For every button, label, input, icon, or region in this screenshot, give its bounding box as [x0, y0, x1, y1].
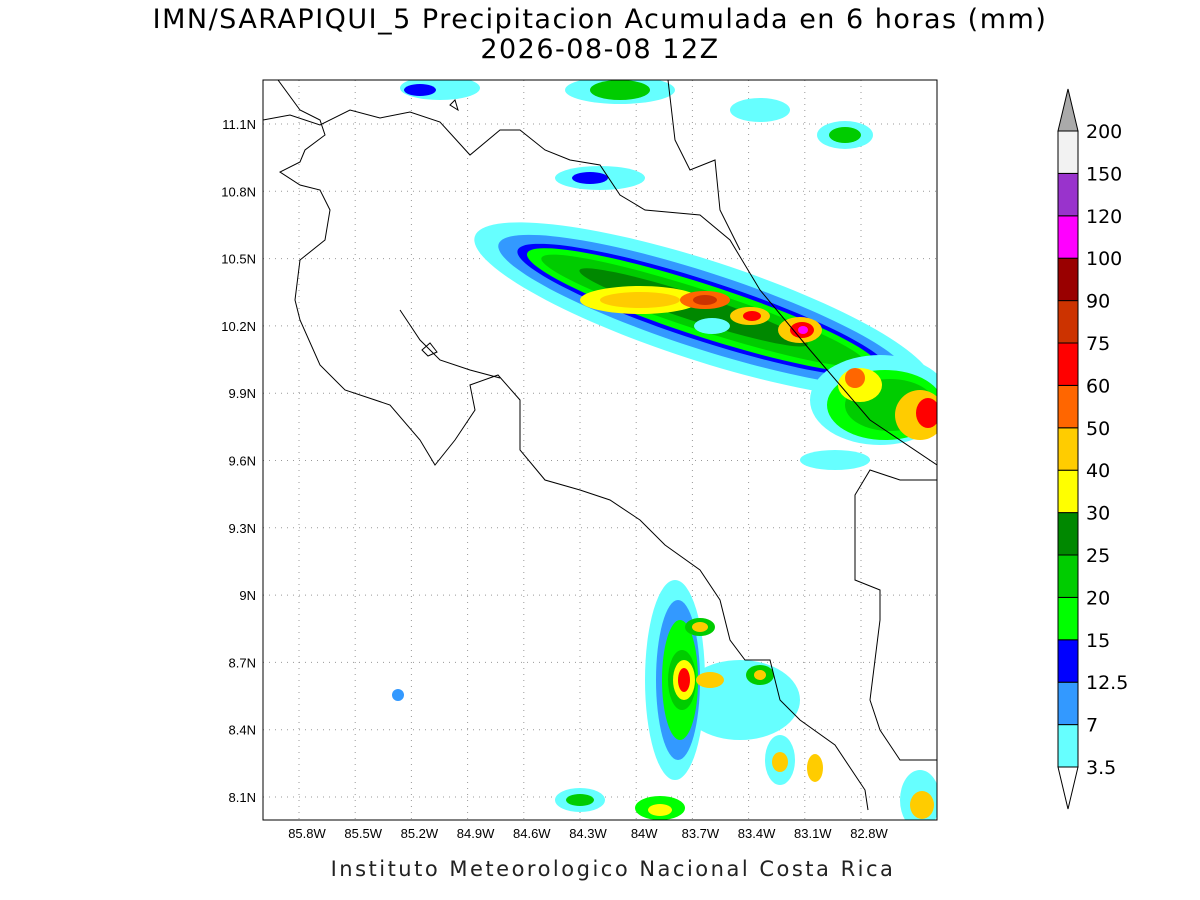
colorbar-arrow-high	[1057, 88, 1079, 132]
colorbar-box	[1057, 257, 1079, 302]
lon-label: 84W	[631, 826, 658, 841]
footer: Instituto Meteorologico Nacional Costa R…	[331, 857, 896, 881]
lat-label: 9.9N	[229, 386, 256, 401]
colorbar-box	[1057, 639, 1079, 683]
colorbar-box	[1057, 724, 1079, 768]
lat-label: 11.1N	[222, 117, 256, 132]
colorbar-label: 15	[1086, 630, 1110, 652]
colorbar-label: 20	[1086, 587, 1110, 609]
colorbar-box	[1057, 512, 1079, 556]
lat-label: 9.3N	[229, 521, 256, 536]
colorbar-label: 3.5	[1086, 757, 1116, 779]
colorbar-box	[1057, 384, 1079, 429]
colorbar-box	[1057, 681, 1079, 726]
colorbar-label: 40	[1086, 460, 1110, 482]
colorbar-box	[1057, 554, 1079, 598]
lat-label: 8.4N	[229, 723, 256, 738]
lat-label: 10.5N	[221, 252, 256, 267]
colorbar-label: 50	[1086, 418, 1110, 440]
lon-label: 84.3W	[569, 826, 607, 841]
lat-label: 10.8N	[221, 184, 256, 199]
colorbar-box	[1057, 596, 1079, 641]
colorbar-label: 25	[1086, 545, 1110, 567]
colorbar-label: 120	[1086, 206, 1122, 228]
colorbar-box	[1057, 215, 1079, 259]
colorbar-box	[1057, 130, 1079, 174]
grid	[263, 80, 937, 820]
colorbar-label: 7	[1086, 715, 1098, 737]
lon-label: 83.7W	[682, 826, 720, 841]
colorbar: 3.5 7 12.5 15 20 25 30 40 50 60 75 90 100 120 150 200	[1057, 88, 1128, 810]
colorbar-arrow-low	[1057, 766, 1079, 810]
colorbar-box	[1057, 427, 1079, 471]
lon-label: 82.8W	[850, 826, 888, 841]
lat-label: 8.7N	[229, 655, 256, 670]
colorbar-box	[1057, 342, 1079, 386]
lon-label: 84.9W	[457, 826, 495, 841]
subtitle: 2026-08-08 12Z	[480, 34, 719, 65]
rain-band	[400, 80, 937, 470]
axis-labels: 85.8W 85.5W 85.2W 84.9W 84.6W 84.3W 84W 83.7W 83…	[221, 117, 888, 841]
lat-label: 8.1N	[229, 790, 256, 805]
title: IMN/SARAPIQUI_5 Precipitacion Acumulada …	[153, 4, 1048, 35]
colorbar-label: 100	[1086, 248, 1122, 270]
lon-label: 85.2W	[401, 826, 439, 841]
lon-label: 85.8W	[288, 826, 326, 841]
colorbar-box	[1057, 172, 1079, 217]
lat-label: 10.2N	[221, 319, 256, 334]
colorbar-box	[1057, 469, 1079, 514]
coastlines	[263, 80, 937, 811]
lat-label: 9.6N	[229, 454, 256, 469]
map-frame	[262, 79, 938, 821]
colorbar-label: 75	[1086, 333, 1110, 355]
colorbar-label: 30	[1086, 503, 1110, 525]
lon-label: 83.4W	[738, 826, 776, 841]
rain-cluster	[392, 580, 937, 820]
lon-label: 83.1W	[794, 826, 832, 841]
lat-label: 9N	[239, 588, 256, 603]
colorbar-label: 60	[1086, 375, 1110, 397]
colorbar-box	[1057, 300, 1079, 344]
colorbar-label: 12.5	[1086, 672, 1128, 694]
colorbar-label: 150	[1086, 163, 1122, 185]
colorbar-label: 200	[1086, 121, 1122, 143]
colorbar-label: 90	[1086, 291, 1110, 313]
lon-label: 84.6W	[513, 826, 551, 841]
lon-label: 85.5W	[344, 826, 382, 841]
precipitation-field	[392, 80, 937, 820]
